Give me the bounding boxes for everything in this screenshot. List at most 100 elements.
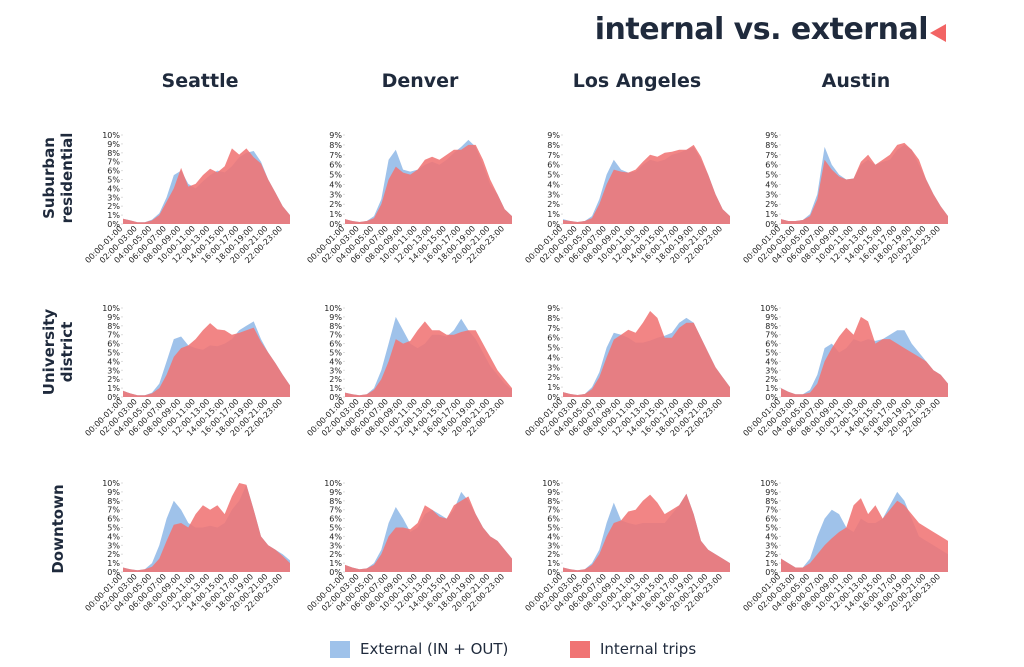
y-tick-label: 7% — [107, 158, 120, 167]
y-tick-label: 2% — [329, 550, 342, 559]
y-tick-label: 6% — [765, 515, 778, 524]
y-tick-label: 7% — [329, 151, 342, 160]
y-tick-label: 8% — [329, 497, 342, 506]
area — [123, 323, 290, 397]
y-tick-label: 9% — [107, 313, 120, 322]
row-title: University district — [40, 308, 76, 396]
legend-swatch — [330, 640, 350, 658]
y-tick-label: 9% — [107, 488, 120, 497]
y-tick-label: 6% — [107, 167, 120, 176]
y-tick-label: 1% — [765, 210, 778, 219]
y-tick-label: 5% — [329, 524, 342, 533]
area — [781, 498, 948, 572]
y-tick-label: 1% — [547, 559, 560, 568]
area — [123, 148, 290, 224]
y-tick-label: 7% — [765, 151, 778, 160]
y-tick-label: 2% — [547, 550, 560, 559]
y-tick-label: 0% — [765, 393, 778, 402]
y-tick-label: 4% — [329, 357, 342, 366]
y-tick-label: 5% — [547, 524, 560, 533]
column-title: Austin — [821, 70, 891, 92]
y-tick-label: 2% — [547, 200, 560, 209]
y-tick-label: 9% — [547, 488, 560, 497]
row-title: Downtown — [49, 484, 67, 574]
y-tick-label: 7% — [329, 331, 342, 340]
y-tick-label: 3% — [765, 541, 778, 550]
y-tick-label: 9% — [329, 131, 342, 140]
y-tick-label: 0% — [329, 568, 342, 577]
y-tick-label: 10% — [760, 304, 778, 313]
y-tick-label: 9% — [765, 313, 778, 322]
y-tick-label: 0% — [329, 393, 342, 402]
y-tick-label: 8% — [107, 149, 120, 158]
y-tick-label: 5% — [107, 176, 120, 185]
y-tick-label: 1% — [107, 211, 120, 220]
y-tick-label: 6% — [107, 340, 120, 349]
y-tick-label: 3% — [329, 541, 342, 550]
y-tick-label: 4% — [765, 180, 778, 189]
area — [781, 142, 948, 224]
y-tick-label: 7% — [107, 331, 120, 340]
page-title: internal vs. external — [594, 12, 929, 47]
y-tick-label: 10% — [760, 479, 778, 488]
y-tick-label: 5% — [329, 171, 342, 180]
y-tick-label: 0% — [547, 568, 560, 577]
y-tick-label: 2% — [329, 200, 342, 209]
y-tick-label: 5% — [765, 349, 778, 358]
y-tick-label: 4% — [547, 353, 560, 362]
y-tick-label: 10% — [324, 304, 342, 313]
y-tick-label: 8% — [329, 141, 342, 150]
y-tick-label: 6% — [107, 515, 120, 524]
y-tick-label: 2% — [107, 375, 120, 384]
y-tick-label: 5% — [329, 349, 342, 358]
y-tick-label: 4% — [329, 532, 342, 541]
y-tick-label: 10% — [542, 479, 560, 488]
y-tick-label: 6% — [329, 340, 342, 349]
y-tick-label: 4% — [547, 180, 560, 189]
y-tick-label: 8% — [765, 322, 778, 331]
y-tick-label: 7% — [329, 506, 342, 515]
legend-label: External (IN + OUT) — [360, 640, 509, 658]
y-tick-label: 3% — [547, 363, 560, 372]
y-tick-label: 1% — [329, 210, 342, 219]
row-title: Suburban residential — [40, 132, 76, 224]
y-tick-label: 9% — [765, 131, 778, 140]
y-tick-label: 8% — [329, 322, 342, 331]
column-title: Denver — [381, 70, 459, 92]
area — [563, 493, 730, 572]
legend-swatch — [570, 640, 590, 658]
y-tick-label: 2% — [547, 373, 560, 382]
title-icon — [930, 24, 946, 42]
y-tick-label: 7% — [765, 331, 778, 340]
y-tick-label: 9% — [547, 131, 560, 140]
y-tick-label: 9% — [329, 488, 342, 497]
y-tick-label: 8% — [107, 322, 120, 331]
y-tick-label: 7% — [765, 506, 778, 515]
y-tick-label: 8% — [547, 497, 560, 506]
y-tick-label: 4% — [765, 357, 778, 366]
y-tick-label: 5% — [547, 344, 560, 353]
y-tick-label: 10% — [102, 304, 120, 313]
y-tick-label: 3% — [107, 541, 120, 550]
y-tick-label: 3% — [547, 190, 560, 199]
y-tick-label: 6% — [765, 340, 778, 349]
y-tick-label: 8% — [547, 141, 560, 150]
y-tick-label: 4% — [329, 180, 342, 189]
y-tick-label: 3% — [329, 366, 342, 375]
y-tick-label: 3% — [329, 190, 342, 199]
y-tick-label: 1% — [547, 210, 560, 219]
y-tick-label: 4% — [547, 532, 560, 541]
y-tick-label: 4% — [107, 184, 120, 193]
y-tick-label: 2% — [107, 550, 120, 559]
y-tick-label: 2% — [765, 375, 778, 384]
y-tick-label: 4% — [765, 532, 778, 541]
y-tick-label: 1% — [547, 383, 560, 392]
legend-item: External (IN + OUT) — [330, 640, 508, 658]
y-tick-label: 0% — [329, 220, 342, 229]
y-tick-label: 3% — [547, 541, 560, 550]
y-tick-label: 6% — [547, 161, 560, 170]
y-tick-label: 5% — [107, 349, 120, 358]
y-tick-label: 6% — [547, 334, 560, 343]
y-tick-label: 1% — [329, 559, 342, 568]
